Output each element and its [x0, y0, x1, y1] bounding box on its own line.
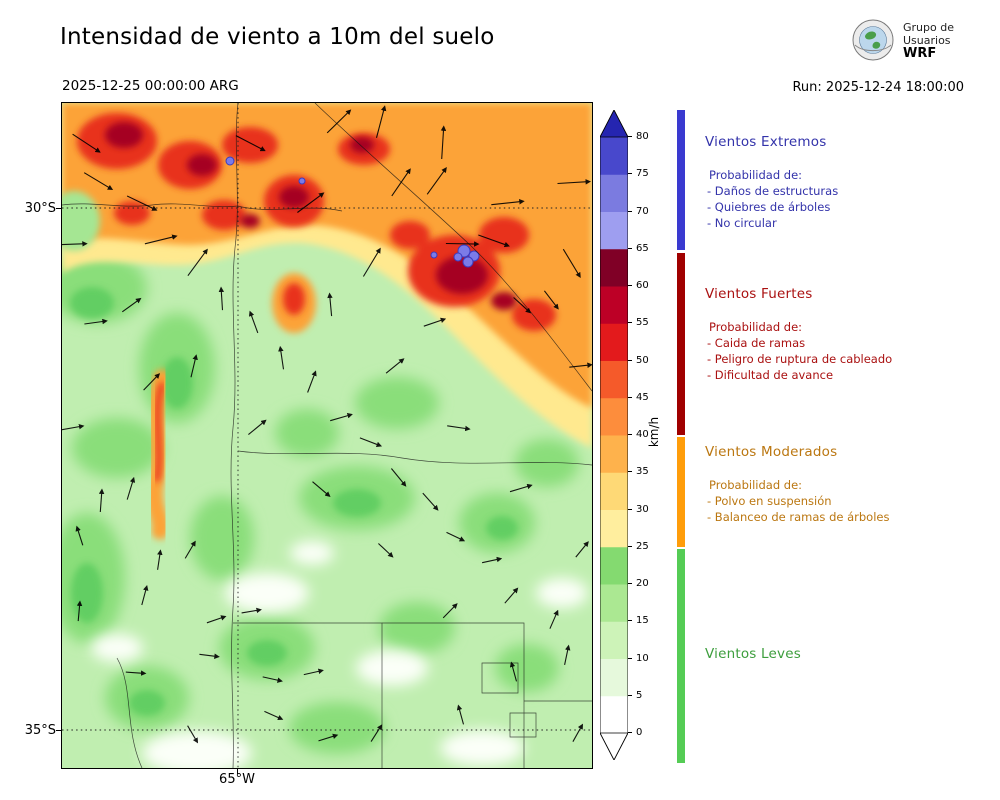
colorbar-tick-65: 65	[636, 242, 649, 254]
legend-title-leves: Vientos Leves	[705, 646, 801, 662]
lon-label-65w: 65°W	[219, 772, 255, 787]
legend-prob-label-extremos: Probabilidad de:	[709, 168, 803, 182]
legend-item: - Dificultad de avance	[707, 368, 834, 382]
legend-item: - Balanceo de ramas de árboles	[707, 510, 890, 524]
globe-icon	[852, 19, 894, 61]
colorbar-tickmark	[628, 359, 632, 361]
wind-map	[61, 102, 593, 769]
wind-map-canvas	[62, 103, 592, 768]
colorbar-tickmark	[628, 434, 632, 435]
colorbar-ticks: 0 5 10 15 20 25 30 35 40 45 50 55 60 65 70 75 80	[628, 132, 668, 738]
colorbar-tick-50: 50	[636, 354, 649, 366]
legend-bar-fuertes	[677, 253, 685, 435]
wrf-logo: Grupo de Usuarios WRF	[851, 18, 954, 62]
legend-section-extremos: Vientos Extremos Probabilidad de: - Daño…	[705, 134, 985, 231]
run-label: Run: 2025-12-24 18:00:00	[792, 80, 964, 95]
wind-arrows	[62, 105, 592, 744]
legend-bar	[677, 110, 685, 765]
red-cell-center	[283, 283, 305, 315]
lat-label-30s: 30°S	[24, 201, 56, 216]
axis-tick-65w	[237, 769, 238, 774]
logo-line2: Usuarios	[903, 33, 951, 47]
colorbar-extend-dividers	[600, 136, 628, 734]
colorbar-tickmark	[628, 173, 632, 175]
colorbar-tick-60: 60	[636, 280, 649, 291]
colorbar-segments	[600, 137, 628, 734]
legend-title-fuertes: Vientos Fuertes	[705, 286, 813, 302]
legend-item: - Caida de ramas	[707, 336, 806, 350]
colorbar-tickmark	[628, 508, 632, 510]
colorbar-tick-55: 55	[636, 317, 649, 329]
orange-tongue-core	[154, 382, 165, 482]
valid-datetime: 2025-12-25 00:00:00 ARG	[62, 78, 239, 94]
colorbar-tickmark	[628, 732, 632, 733]
colorbar-tick-75: 75	[636, 168, 649, 180]
colorbar	[599, 109, 629, 761]
boundaries	[62, 103, 592, 768]
legend-item: - No circular	[707, 216, 777, 230]
green-gap	[62, 191, 100, 251]
legend-bar-extremos	[677, 110, 685, 250]
legend-prob-label-moderados: Probabilidad de:	[709, 478, 803, 492]
legend-item: - Peligro de ruptura de cableado	[707, 352, 893, 366]
legend-bar-leves	[677, 549, 685, 763]
colorbar-tick-15: 15	[636, 615, 649, 627]
colorbar-tick-20: 20	[636, 578, 649, 589]
logo-line1: Grupo de	[903, 20, 954, 34]
legend-title-extremos: Vientos Extremos	[705, 134, 827, 150]
colorbar-tick-5: 5	[636, 689, 643, 701]
page-title: Intensidad de viento a 10m del suelo	[60, 24, 495, 50]
extreme-wind-spots	[225, 156, 480, 268]
calm-white-patches	[91, 541, 588, 768]
colorbar-tick-30: 30	[636, 503, 649, 515]
logo-text: Grupo de Usuarios WRF	[903, 21, 954, 60]
colorbar-tickmark	[628, 136, 632, 137]
legend-bar-moderados	[677, 437, 685, 547]
legend-section-fuertes: Vientos Fuertes Probabilidad de: - Caida…	[705, 286, 985, 383]
colorbar-tickmark	[628, 694, 632, 696]
colorbar-tick-25: 25	[636, 540, 649, 552]
colorbar-tickmark	[628, 210, 632, 212]
colorbar-tickmark	[628, 583, 632, 584]
legend-prob-label-fuertes: Probabilidad de:	[709, 320, 803, 334]
logo-line3: WRF	[903, 45, 937, 61]
colorbar-tick-10: 10	[636, 652, 649, 664]
colorbar-tickmark	[628, 285, 632, 286]
colorbar-tick-40: 40	[636, 429, 649, 440]
colorbar-over-arrow	[600, 110, 628, 137]
colorbar-tick-45: 45	[636, 391, 649, 403]
axis-tick-30s	[56, 208, 61, 209]
colorbar-tickmark	[628, 322, 632, 324]
colorbar-tickmark	[628, 247, 632, 249]
colorbar-tickmark	[628, 545, 632, 547]
lat-label-35s: 35°S	[24, 723, 56, 738]
legend-title-moderados: Vientos Moderados	[705, 444, 838, 460]
legend-item: - Daños de estructuras	[707, 184, 839, 198]
colorbar-tick-70: 70	[636, 205, 649, 217]
colorbar-under-arrow	[600, 733, 628, 760]
colorbar-unit-label: km/h	[647, 416, 661, 448]
legend-item: - Polvo en suspensión	[707, 494, 832, 508]
axis-tick-35s	[56, 730, 61, 731]
legend-section-leves: Vientos Leves	[705, 646, 985, 662]
colorbar-tickmark	[628, 657, 632, 659]
colorbar-tick-80: 80	[636, 131, 649, 142]
legend-item: - Quiebres de árboles	[707, 200, 831, 214]
colorbar-tick-0: 0	[636, 727, 643, 738]
colorbar-tickmark	[628, 620, 632, 622]
legend-section-moderados: Vientos Moderados Probabilidad de: - Pol…	[705, 444, 985, 525]
colorbar-tickmark	[628, 396, 632, 398]
colorbar-tick-35: 35	[636, 466, 649, 478]
colorbar-tickmark	[628, 471, 632, 473]
